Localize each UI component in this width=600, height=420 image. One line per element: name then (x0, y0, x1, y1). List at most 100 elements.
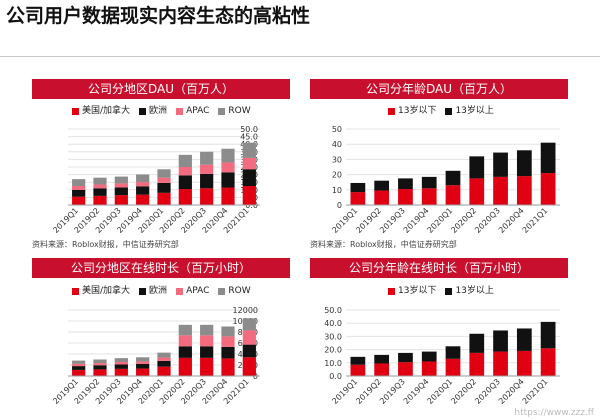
bar-segment (242, 344, 256, 358)
bar-segment (72, 366, 86, 370)
bar-segment (374, 363, 390, 376)
bar-segment (72, 360, 86, 364)
bar-segment (469, 352, 485, 376)
bar-segment (136, 194, 150, 205)
bar-segment (93, 188, 107, 196)
bar-segment (469, 178, 485, 205)
bar-segment (445, 358, 461, 376)
page-title: 公司用户数据现实内容生态的高粘性 (6, 5, 311, 27)
legend-label: 美国/加拿大 (82, 106, 131, 116)
legend-label: 13岁以上 (455, 286, 494, 296)
bar-segment (242, 186, 256, 205)
y-tick-label: 12000 (233, 306, 258, 315)
chart-legend: 13岁以下 13岁以上 (388, 106, 494, 117)
bar-segment (421, 351, 437, 362)
chart-svg: 0.010.020.030.040.050.02019Q12019Q22019Q… (324, 306, 560, 406)
x-tick-label: 2021Q1 (521, 377, 550, 406)
bar-segment (72, 179, 86, 186)
bar-segment (242, 142, 256, 158)
bar-segment (200, 151, 214, 165)
legend-label: 欧洲 (149, 286, 168, 296)
bar-segment (114, 176, 128, 184)
chart-legend: 13岁以下 13岁以上 (388, 286, 494, 297)
legend-swatch (139, 288, 147, 295)
legend-item: 美国/加拿大 (72, 106, 130, 117)
bar-segment (493, 176, 508, 205)
y-tick-label: 10 (332, 186, 342, 195)
legend-label: ROW (228, 106, 251, 116)
bar-segment (221, 358, 235, 376)
bar-segment (540, 348, 556, 376)
bar-segment (136, 363, 150, 369)
bar-segment (178, 335, 192, 347)
panel-header: 公司分年龄在线时长（百万小时） (310, 258, 568, 278)
chart-svg: 010203040502019Q12019Q22019Q32019Q42020Q… (330, 125, 560, 235)
legend-item: ROW (218, 106, 251, 117)
chart-svg: 0200040006000800010000120002019Q12019Q22… (51, 306, 260, 406)
bar-segment (72, 363, 86, 367)
bar-segment (350, 182, 366, 193)
bar-segment (221, 326, 235, 337)
legend-item: 欧洲 (139, 106, 167, 117)
y-tick-label: 0.0 (329, 372, 342, 381)
bar-segment (114, 361, 128, 365)
legend-item: 13岁以下 (388, 106, 436, 117)
y-tick-label: 45.0 (240, 133, 258, 142)
legend-label: 13岁以下 (398, 286, 437, 296)
bar-segment (374, 190, 390, 205)
bar-segment (221, 187, 235, 205)
bar-segment (157, 352, 171, 358)
bar-segment (200, 346, 214, 358)
bar-segment (242, 357, 256, 376)
bar-segment (221, 346, 235, 359)
bar-segment (242, 169, 256, 186)
bar-segment (114, 368, 128, 376)
bar-segment (421, 176, 437, 189)
y-tick-label: 40.0 (324, 319, 342, 328)
bar-segment (221, 148, 235, 163)
bar-segment (200, 324, 214, 336)
panel-header: 公司分地区在线时长（百万小时） (32, 258, 290, 278)
bar-segment (398, 352, 413, 363)
bar-segment (157, 357, 171, 361)
legend-item: 美国/加拿大 (72, 286, 130, 297)
legend-item: ROW (218, 286, 251, 297)
legend-item: APAC (176, 106, 209, 117)
bar-segment (157, 182, 171, 193)
bar-segment (200, 357, 214, 376)
bar-segment (93, 363, 107, 366)
bar-segment (421, 361, 437, 376)
chart-panel-dau-region: 公司分地区DAU（百万人） 美国/加拿大 欧洲 APAC ROW 0.05.010.0… (32, 79, 290, 254)
bar-segment (93, 177, 107, 185)
bar-segment (136, 361, 150, 364)
bar-segment (493, 152, 508, 177)
bar-segment (421, 188, 437, 205)
legend-label: 13岁以上 (455, 106, 494, 116)
bar-segment (221, 172, 235, 188)
bar-segment (178, 167, 192, 176)
legend-swatch (218, 288, 226, 295)
legend-swatch (139, 108, 147, 115)
bar-segment (540, 321, 556, 349)
bar-segment (516, 350, 532, 376)
bar-segment (157, 366, 171, 376)
bar-segment (157, 169, 171, 178)
bar-segment (200, 164, 214, 174)
bar-segment (93, 359, 107, 364)
bar-segment (72, 196, 86, 205)
bar-segment (540, 173, 556, 205)
legend-swatch (445, 288, 453, 295)
legend-swatch (72, 108, 79, 115)
chart-svg: 0.05.010.015.020.025.030.035.040.045.050… (51, 125, 260, 235)
bar-segment (540, 142, 556, 174)
bar-segment (157, 177, 171, 183)
bar-segment (350, 364, 366, 376)
legend-swatch (218, 108, 226, 115)
legend-swatch (176, 108, 184, 115)
legend-label: 美国/加拿大 (82, 286, 131, 296)
y-tick-label: 40 (332, 140, 342, 149)
bar-segment (398, 189, 413, 205)
chart-panel-hours-age: 公司分年龄在线时长（百万小时） 13岁以下 13岁以上 0.0 10.0 20.0 30… (310, 258, 568, 418)
bar-segment (136, 186, 150, 195)
bar-segment (114, 364, 128, 369)
